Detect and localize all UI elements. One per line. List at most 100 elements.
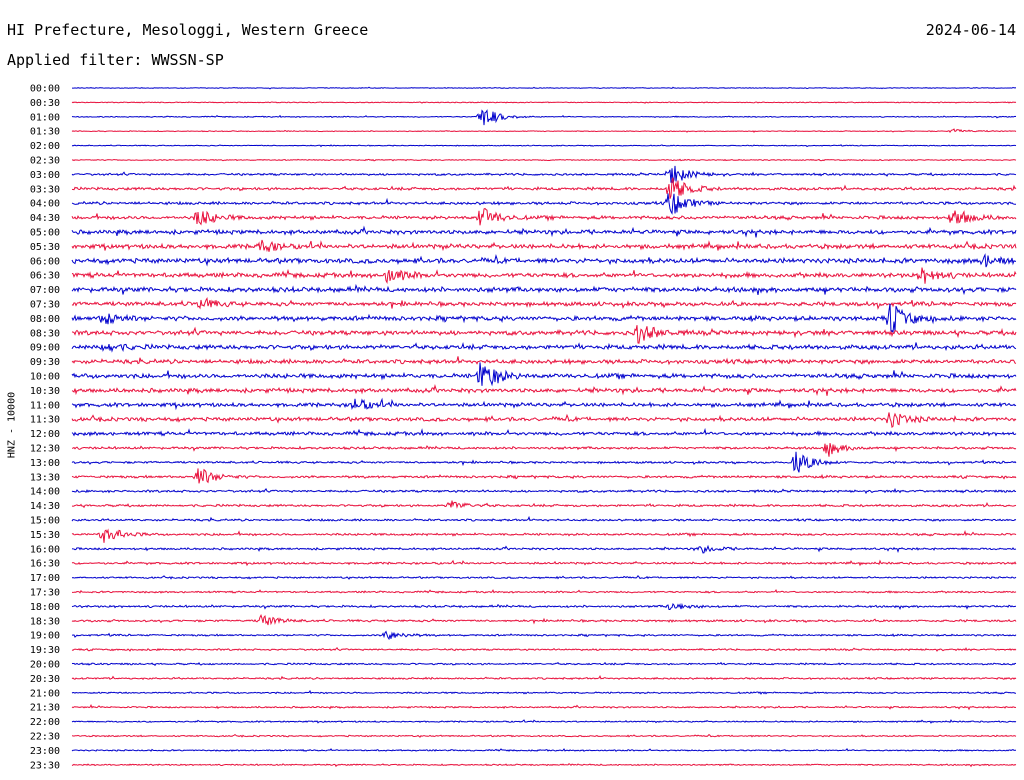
trace-1500 [71, 515, 1017, 522]
time-label: 23:00 [30, 746, 60, 757]
trace-0500 [71, 225, 1017, 238]
time-label: 17:30 [30, 588, 60, 599]
time-label: 19:00 [30, 631, 60, 642]
time-label: 02:00 [30, 141, 60, 152]
trace-1100 [71, 397, 1017, 411]
station-title: HI Prefecture, Mesologgi, Western Greece [7, 21, 369, 39]
time-label: 10:30 [30, 386, 60, 397]
trace-2330 [71, 763, 1017, 768]
trace-1000 [71, 362, 1017, 387]
time-label: 12:00 [30, 429, 60, 440]
time-label: 18:00 [30, 602, 60, 613]
time-label: 17:00 [30, 573, 60, 584]
time-label: 16:00 [30, 544, 60, 555]
trace-0200 [71, 144, 1017, 148]
time-label: 03:00 [30, 170, 60, 181]
trace-1030 [71, 383, 1017, 397]
time-label: 06:00 [30, 256, 60, 267]
trace-0530 [71, 239, 1017, 253]
time-label: 02:30 [30, 156, 60, 167]
trace-1900 [72, 630, 1017, 641]
time-label: 00:00 [30, 84, 60, 95]
time-label: 16:30 [30, 559, 60, 570]
trace-2200 [71, 719, 1017, 724]
record-date: 2024-06-14 [925, 21, 1016, 39]
trace-1730 [72, 589, 1017, 594]
time-label: 04:00 [30, 199, 60, 210]
trace-2300 [71, 748, 1016, 752]
time-label: 09:00 [30, 343, 60, 354]
time-label: 12:30 [30, 444, 60, 455]
time-label: 08:00 [30, 314, 60, 325]
y-axis-label: HNZ - 10000 [6, 391, 18, 459]
trace-0000 [72, 86, 1017, 90]
time-label: 06:30 [30, 271, 60, 282]
trace-0130 [71, 128, 1017, 133]
time-label: 01:30 [30, 127, 60, 138]
trace-2230 [71, 733, 1017, 738]
time-label: 15:00 [30, 516, 60, 527]
time-label: 11:30 [30, 415, 60, 426]
trace-1130 [71, 412, 1017, 428]
trace-0800 [71, 303, 1017, 334]
trace-0400 [71, 193, 1016, 215]
trace-0430 [71, 207, 1017, 226]
trace-1400 [71, 487, 1017, 495]
trace-1700 [71, 575, 1017, 580]
trace-0730 [71, 297, 1017, 310]
trace-0830 [71, 325, 1017, 344]
trace-0030 [71, 101, 1017, 104]
trace-2000 [71, 661, 1017, 667]
trace-1230 [71, 442, 1017, 457]
time-label: 08:30 [30, 328, 60, 339]
trace-1200 [71, 427, 1017, 437]
trace-1530 [71, 528, 1017, 543]
time-label: 05:30 [30, 242, 60, 253]
time-label: 13:30 [30, 472, 60, 483]
trace-0700 [71, 283, 1017, 296]
time-label: 19:30 [30, 645, 60, 656]
time-label: 05:00 [30, 228, 60, 239]
time-label: 14:00 [30, 487, 60, 498]
trace-1600 [71, 544, 1017, 554]
time-label: 18:30 [30, 616, 60, 627]
trace-1630 [71, 559, 1017, 567]
time-label: 00:30 [30, 98, 60, 109]
time-label: 23:30 [30, 760, 60, 771]
time-label: 01:00 [30, 112, 60, 123]
time-label: 10:00 [30, 372, 60, 383]
time-label: 22:30 [30, 732, 60, 743]
time-label: 20:00 [30, 660, 60, 671]
trace-2130 [71, 704, 1017, 711]
time-label: 04:30 [30, 213, 60, 224]
trace-0100 [71, 109, 1017, 126]
time-label: 09:30 [30, 357, 60, 368]
trace-1830 [71, 614, 1017, 626]
filter-label: Applied filter: WWSSN-SP [7, 51, 224, 69]
time-label: 20:30 [30, 674, 60, 685]
trace-1430 [71, 500, 1017, 509]
time-label: 21:00 [30, 688, 60, 699]
time-label: 14:30 [30, 501, 60, 512]
trace-0330 [71, 177, 1017, 199]
time-label: 07:30 [30, 300, 60, 311]
time-label: 03:30 [30, 184, 60, 195]
time-label: 11:00 [30, 400, 60, 411]
trace-1800 [71, 602, 1017, 610]
trace-2030 [71, 675, 1017, 681]
time-label: 22:00 [30, 717, 60, 728]
trace-1930 [71, 647, 1017, 652]
time-label: 21:30 [30, 703, 60, 714]
trace-0930 [71, 356, 1017, 366]
trace-0300 [71, 165, 1017, 184]
trace-2100 [71, 689, 1016, 695]
trace-1330 [71, 468, 1017, 484]
trace-0630 [71, 267, 1017, 285]
trace-0900 [71, 341, 1017, 353]
trace-0230 [71, 158, 1017, 162]
time-label: 07:00 [30, 285, 60, 296]
time-label: 15:30 [30, 530, 60, 541]
time-label: 13:00 [30, 458, 60, 469]
trace-1300 [71, 451, 1017, 473]
